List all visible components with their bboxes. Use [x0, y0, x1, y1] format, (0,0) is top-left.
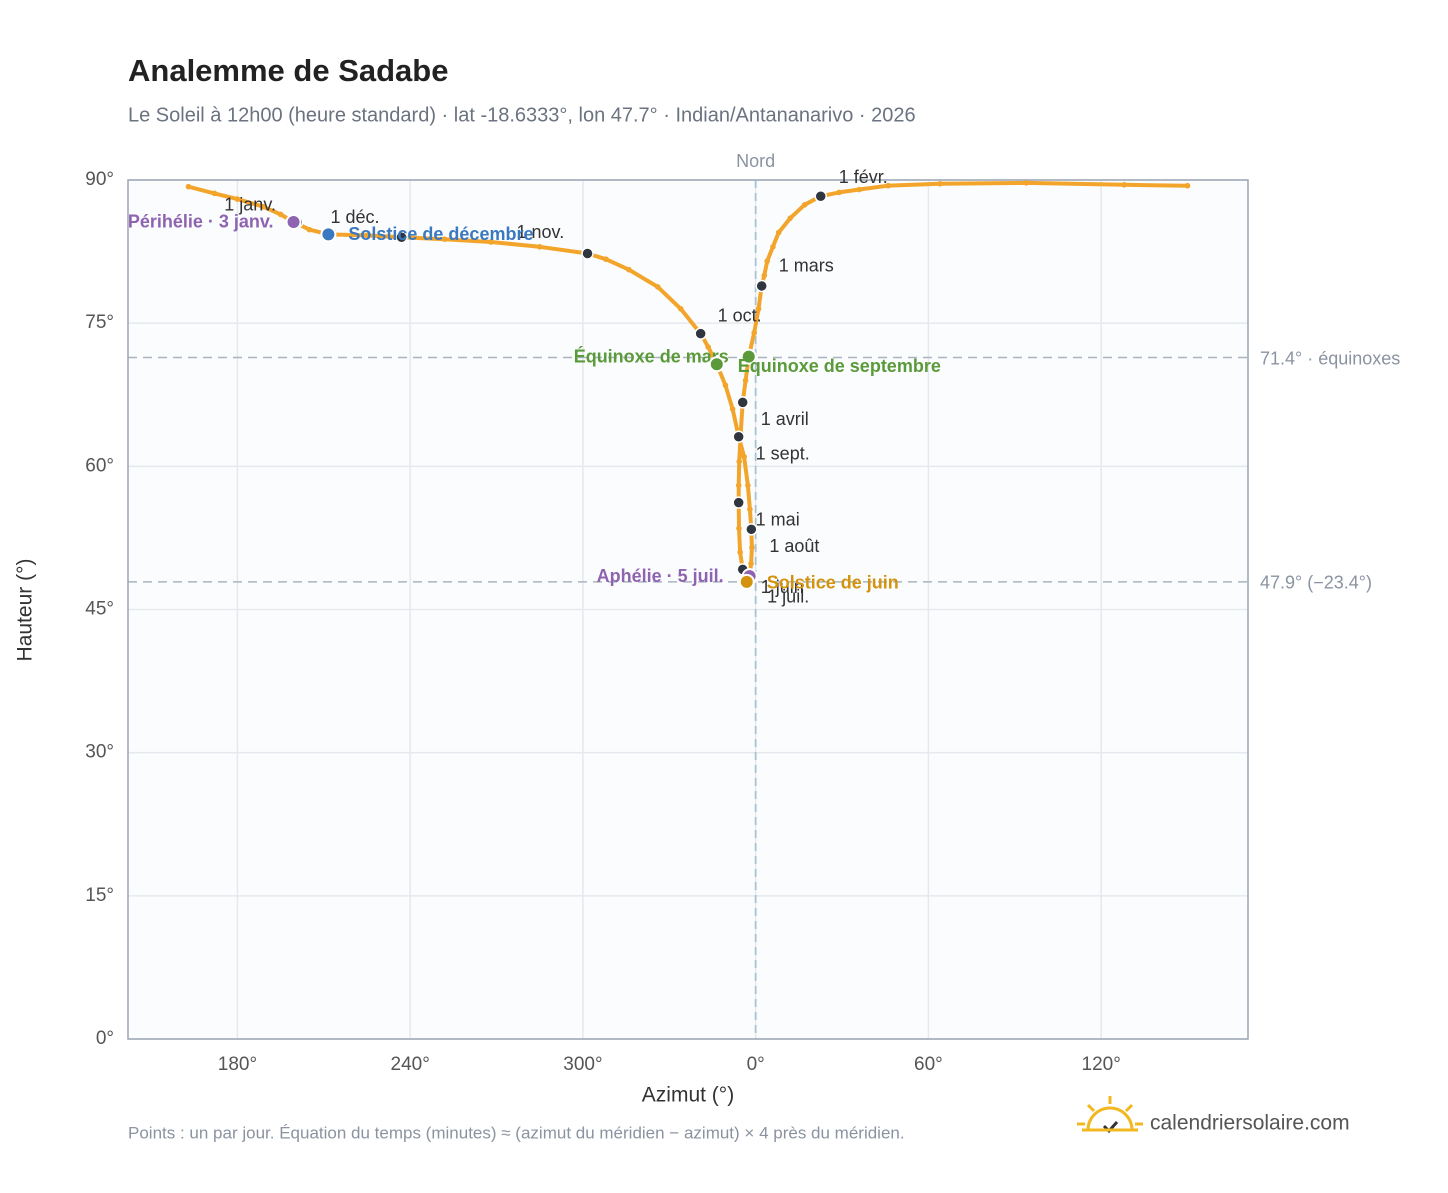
- day-point: [211, 190, 218, 197]
- footnote: Points : un par jour. Équation du temps …: [128, 1123, 905, 1142]
- day-point: [603, 256, 609, 263]
- day-point: [736, 525, 742, 532]
- event-marker: [320, 226, 337, 243]
- x-tick-label: 240°: [391, 1054, 430, 1075]
- day-point: [742, 377, 749, 384]
- day-point: [277, 211, 284, 218]
- x-axis-label: Azimut (°): [642, 1084, 734, 1107]
- reference-label: 47.9° (−23.4°): [1260, 573, 1372, 593]
- day-point: [856, 186, 863, 193]
- y-tick-label: 60°: [85, 455, 114, 476]
- day-point: [761, 272, 768, 279]
- day-point: [749, 544, 755, 551]
- reference-label: Nord: [736, 151, 775, 171]
- day-point: [751, 329, 758, 336]
- month-label: 1 oct.: [718, 305, 762, 325]
- month-label: 1 févr.: [839, 167, 888, 187]
- day-point: [737, 549, 743, 556]
- month-marker: [581, 247, 594, 260]
- day-point: [741, 453, 747, 460]
- day-point: [654, 284, 661, 290]
- event-marker: [708, 356, 725, 373]
- plot-border: [127, 179, 1249, 1040]
- month-marker: [395, 231, 408, 244]
- day-point: [745, 482, 751, 489]
- month-marker: [755, 279, 768, 293]
- event-label: Équinoxe de mars: [574, 345, 729, 366]
- month-marker: [814, 189, 827, 203]
- day-point: [836, 189, 842, 196]
- month-label: 1 nov.: [517, 222, 565, 242]
- day-point: [787, 215, 794, 221]
- day-point: [234, 196, 241, 202]
- month-label: 1 sept.: [756, 443, 810, 463]
- y-tick-label: 45°: [85, 599, 114, 620]
- event-label: Solstice de juin: [767, 573, 899, 593]
- month-marker: [732, 430, 745, 443]
- day-point: [775, 229, 782, 236]
- y-axis-label: Hauteur (°): [14, 559, 37, 662]
- day-point: [364, 232, 370, 239]
- month-label: 1 mai: [756, 509, 800, 529]
- day-point: [729, 406, 736, 412]
- day-point: [801, 202, 808, 208]
- day-point: [441, 236, 448, 242]
- month-label: 1 juin: [761, 577, 804, 597]
- day-point: [755, 306, 762, 312]
- day-point: [260, 203, 267, 210]
- x-tick-label: 0°: [747, 1054, 765, 1075]
- x-tick-label: 180°: [218, 1054, 257, 1075]
- event-marker: [738, 573, 755, 590]
- y-tick-label: 75°: [85, 312, 114, 333]
- day-point: [736, 458, 743, 465]
- day-point: [705, 344, 711, 350]
- day-point: [770, 244, 776, 250]
- month-label: 1 août: [769, 536, 819, 556]
- day-point: [937, 181, 943, 187]
- day-point: [747, 506, 753, 513]
- chart-subtitle: Le Soleil à 12h00 (heure standard) · lat…: [128, 104, 916, 126]
- event-label: Solstice de décembre: [348, 224, 533, 244]
- month-label: 1 janv.: [224, 195, 276, 215]
- event-label: Équinoxe de septembre: [738, 355, 941, 376]
- month-marker: [745, 523, 758, 536]
- month-marker: [694, 327, 707, 340]
- day-point: [306, 226, 313, 233]
- event-label: Périhélie · 3 janv.: [128, 212, 274, 232]
- day-point: [1121, 181, 1127, 188]
- month-label: 1 mars: [779, 256, 834, 276]
- day-point: [885, 182, 891, 189]
- event-marker: [285, 213, 302, 230]
- month-label: 1 déc.: [331, 207, 380, 227]
- month-label: 1 avril: [761, 409, 809, 429]
- event-marker: [740, 348, 757, 365]
- day-point: [764, 258, 770, 264]
- day-point: [678, 306, 684, 312]
- day-point: [1023, 180, 1030, 186]
- y-tick-label: 0°: [96, 1028, 114, 1049]
- y-tick-label: 90°: [85, 169, 114, 190]
- day-point: [1184, 182, 1191, 189]
- logo: [1077, 1096, 1143, 1134]
- reference-label: 71.4° · équinoxes: [1260, 348, 1400, 368]
- day-point: [735, 482, 742, 489]
- brand: calendriersolaire.com: [1150, 1112, 1350, 1135]
- x-tick-label: 300°: [563, 1054, 602, 1075]
- day-point: [185, 183, 192, 190]
- day-point: [748, 560, 754, 567]
- month-marker: [736, 396, 749, 409]
- x-tick-label: 120°: [1082, 1054, 1121, 1075]
- month-label: 1 juil.: [767, 587, 809, 607]
- x-tick-label: 60°: [914, 1054, 943, 1075]
- day-point: [487, 239, 494, 245]
- day-point: [626, 266, 632, 273]
- day-point: [536, 244, 543, 250]
- chart-title: Analemme de Sadabe: [128, 53, 448, 88]
- y-tick-label: 15°: [85, 885, 114, 906]
- day-point: [722, 382, 729, 389]
- y-tick-label: 30°: [85, 742, 114, 763]
- month-marker: [732, 496, 745, 509]
- event-label: Aphélie · 5 juil.: [597, 566, 724, 586]
